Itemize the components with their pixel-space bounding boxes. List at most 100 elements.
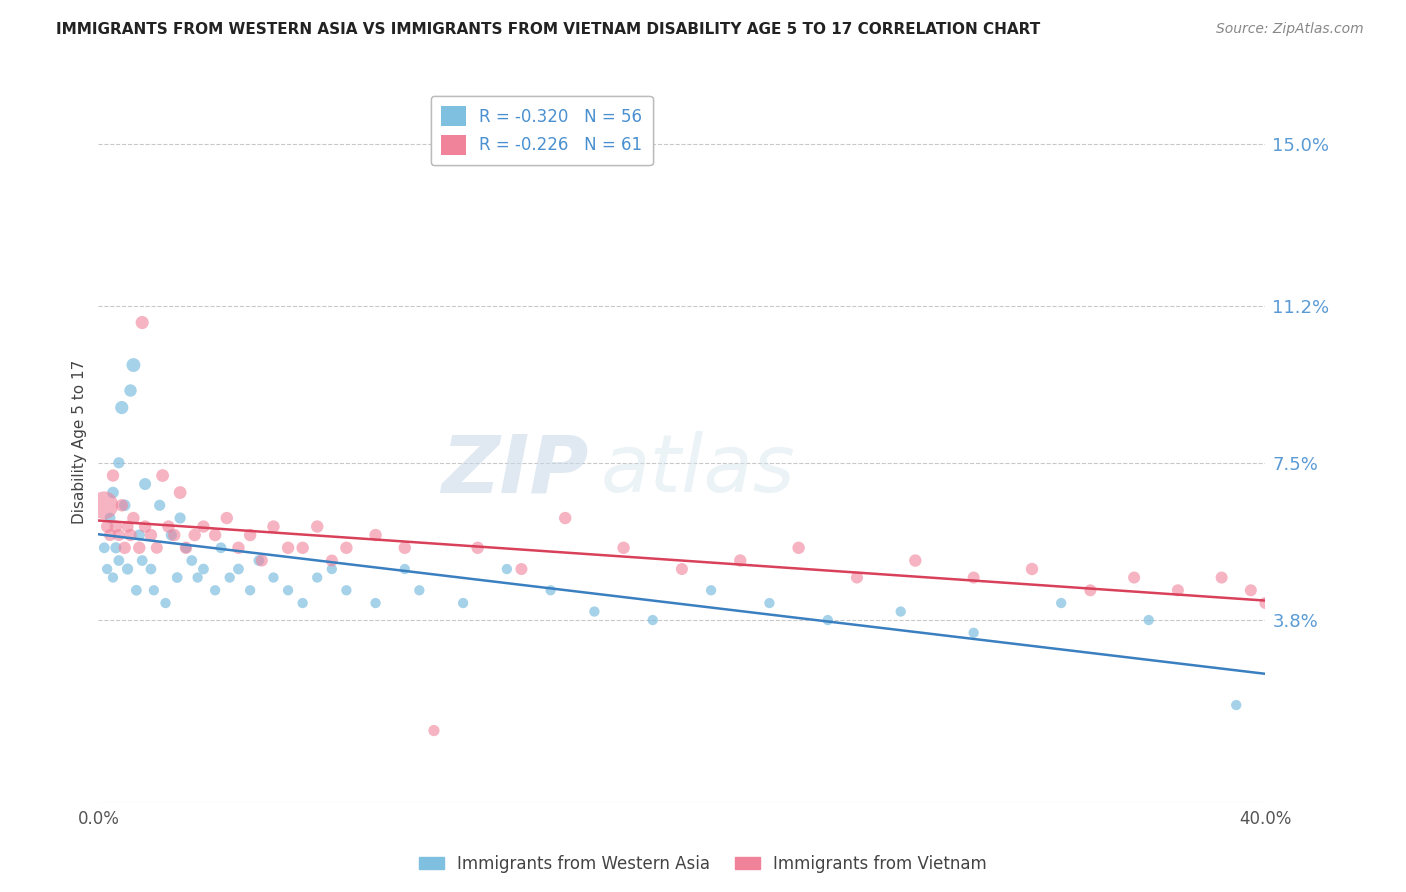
Point	[218, 570, 240, 584]
Point	[134, 519, 156, 533]
Point	[157, 519, 180, 533]
Point	[131, 553, 153, 567]
Point	[204, 583, 226, 598]
Point	[540, 583, 562, 598]
Point	[180, 553, 202, 567]
Point	[174, 541, 197, 555]
Point	[152, 468, 174, 483]
Point	[1313, 596, 1336, 610]
Point	[335, 583, 357, 598]
Point	[134, 477, 156, 491]
Point	[1327, 605, 1350, 619]
Point	[364, 596, 387, 610]
Point	[209, 541, 232, 555]
Point	[120, 384, 142, 398]
Point	[193, 519, 215, 533]
Point	[228, 562, 250, 576]
Point	[1240, 583, 1263, 598]
Point	[169, 485, 191, 500]
Point	[142, 583, 165, 598]
Point	[187, 570, 209, 584]
Point	[128, 541, 150, 555]
Point	[321, 553, 343, 567]
Y-axis label: Disability Age 5 to 17: Disability Age 5 to 17	[72, 359, 87, 524]
Point	[131, 316, 153, 330]
Point	[128, 528, 150, 542]
Point	[467, 541, 489, 555]
Point	[111, 401, 134, 415]
Point	[193, 562, 215, 576]
Point	[307, 519, 329, 533]
Point	[120, 528, 142, 542]
Point	[101, 468, 124, 483]
Text: ZIP: ZIP	[441, 432, 589, 509]
Point	[122, 511, 145, 525]
Point	[364, 528, 387, 542]
Point	[1254, 596, 1277, 610]
Point	[117, 519, 139, 533]
Point	[423, 723, 446, 738]
Text: Source: ZipAtlas.com: Source: ZipAtlas.com	[1216, 22, 1364, 37]
Point	[1225, 698, 1247, 712]
Point	[307, 570, 329, 584]
Point	[98, 511, 121, 525]
Point	[228, 541, 250, 555]
Point	[496, 562, 519, 576]
Point	[183, 528, 205, 542]
Point	[890, 605, 912, 619]
Point	[613, 541, 636, 555]
Point	[962, 570, 984, 584]
Point	[155, 596, 177, 610]
Point	[1284, 596, 1306, 610]
Point	[114, 541, 136, 555]
Point	[239, 528, 262, 542]
Point	[125, 583, 148, 598]
Point	[1021, 562, 1043, 576]
Point	[263, 519, 285, 533]
Point	[1080, 583, 1102, 598]
Point	[451, 596, 474, 610]
Point	[215, 511, 238, 525]
Point	[321, 562, 343, 576]
Point	[93, 541, 115, 555]
Point	[146, 541, 169, 555]
Point	[104, 541, 127, 555]
Point	[1268, 583, 1291, 598]
Point	[277, 583, 299, 598]
Point	[166, 570, 188, 584]
Point	[108, 553, 131, 567]
Point	[98, 528, 121, 542]
Point	[291, 541, 314, 555]
Point	[408, 583, 430, 598]
Point	[239, 583, 262, 598]
Point	[111, 498, 134, 512]
Point	[250, 553, 273, 567]
Point	[641, 613, 664, 627]
Point	[583, 605, 606, 619]
Point	[1341, 613, 1364, 627]
Point	[1357, 625, 1379, 640]
Point	[108, 528, 131, 542]
Point	[104, 519, 127, 533]
Point	[787, 541, 810, 555]
Point	[96, 519, 118, 533]
Point	[1211, 570, 1233, 584]
Point	[114, 498, 136, 512]
Point	[163, 528, 186, 542]
Point	[962, 625, 984, 640]
Point	[139, 528, 162, 542]
Point	[139, 562, 162, 576]
Point	[335, 541, 357, 555]
Point	[1137, 613, 1160, 627]
Point	[117, 562, 139, 576]
Point	[263, 570, 285, 584]
Point	[671, 562, 693, 576]
Point	[122, 358, 145, 372]
Legend: R = -0.320   N = 56, R = -0.226   N = 61: R = -0.320 N = 56, R = -0.226 N = 61	[432, 95, 652, 165]
Point	[1050, 596, 1073, 610]
Point	[394, 541, 416, 555]
Point	[394, 562, 416, 576]
Text: IMMIGRANTS FROM WESTERN ASIA VS IMMIGRANTS FROM VIETNAM DISABILITY AGE 5 TO 17 C: IMMIGRANTS FROM WESTERN ASIA VS IMMIGRAN…	[56, 22, 1040, 37]
Point	[160, 528, 183, 542]
Point	[730, 553, 752, 567]
